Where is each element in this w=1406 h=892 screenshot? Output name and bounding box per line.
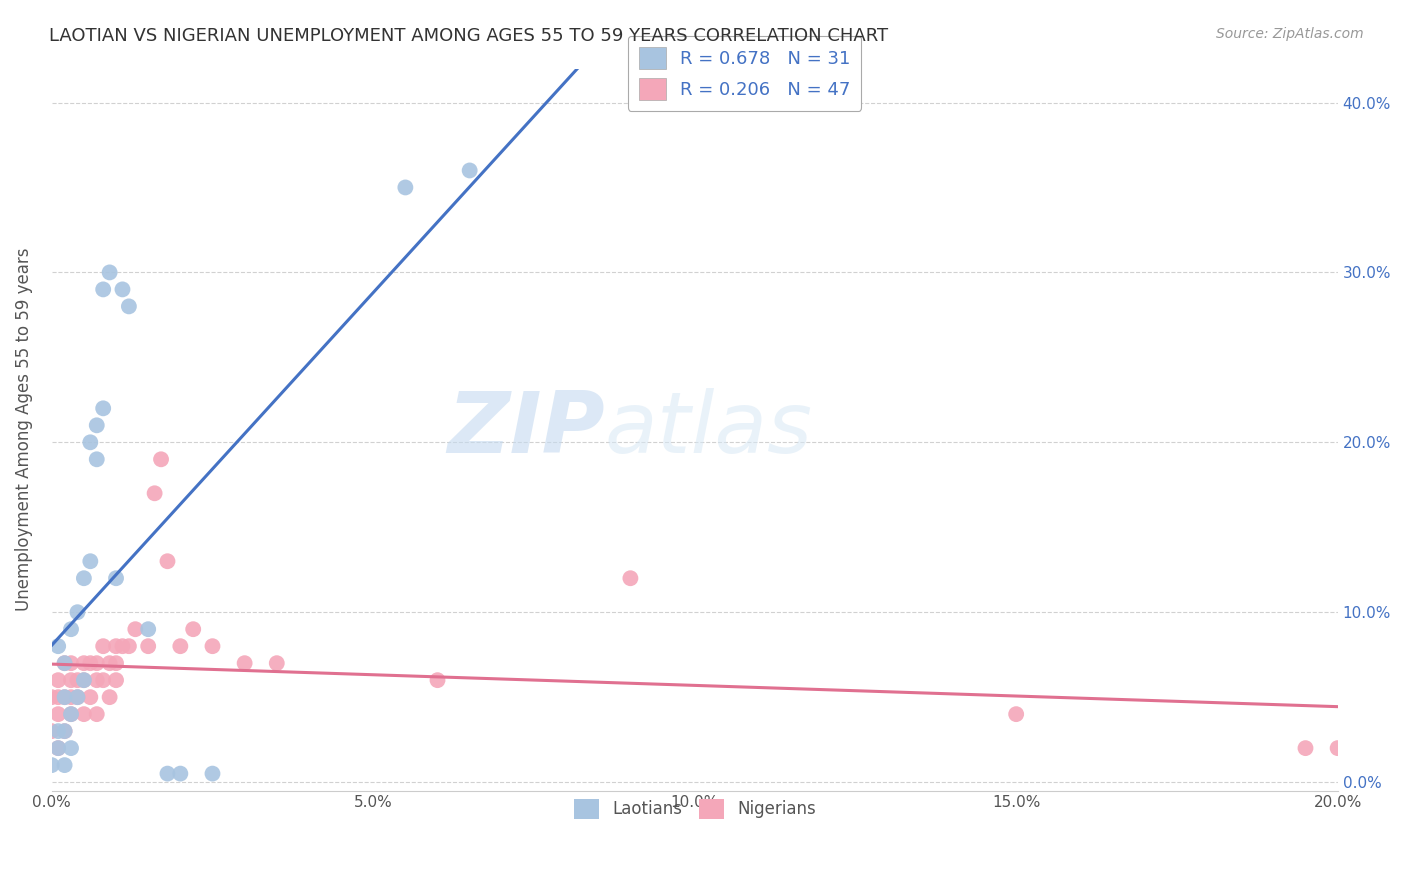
Point [201, 766, 224, 780]
Point [41, 690, 63, 705]
Point [105, 639, 128, 653]
Point [53, 724, 76, 739]
Point [86, 707, 108, 722]
Point [111, 639, 134, 653]
Point [136, 622, 159, 636]
Point [111, 282, 134, 296]
Point [79, 435, 101, 450]
Legend: Laotians, Nigerians: Laotians, Nigerians [567, 792, 823, 826]
Point [46, 741, 69, 756]
Point [105, 673, 128, 688]
Point [98, 690, 121, 705]
Point [1295, 741, 1317, 756]
Point [266, 656, 288, 670]
Point [156, 766, 179, 780]
Text: Source: ZipAtlas.com: Source: ZipAtlas.com [1216, 27, 1364, 41]
Point [60, 707, 83, 722]
Point [53, 656, 76, 670]
Point [66, 673, 89, 688]
Point [66, 690, 89, 705]
Point [46, 707, 69, 722]
Point [60, 741, 83, 756]
Point [136, 639, 159, 653]
Point [53, 690, 76, 705]
Point [60, 622, 83, 636]
Point [86, 673, 108, 688]
Point [156, 554, 179, 568]
Point [46, 690, 69, 705]
Point [1326, 741, 1348, 756]
Point [105, 571, 128, 585]
Point [118, 299, 141, 313]
Point [73, 673, 96, 688]
Point [150, 452, 173, 467]
Point [60, 690, 83, 705]
Point [118, 639, 141, 653]
Point [458, 163, 481, 178]
Point [46, 724, 69, 739]
Point [53, 724, 76, 739]
Point [98, 656, 121, 670]
Point [233, 656, 256, 670]
Point [201, 639, 224, 653]
Point [53, 758, 76, 772]
Point [79, 554, 101, 568]
Point [79, 690, 101, 705]
Text: ZIP: ZIP [447, 388, 605, 471]
Point [73, 707, 96, 722]
Point [181, 622, 204, 636]
Point [60, 656, 83, 670]
Point [426, 673, 449, 688]
Point [86, 452, 108, 467]
Point [53, 690, 76, 705]
Point [66, 690, 89, 705]
Point [169, 766, 191, 780]
Point [143, 486, 166, 500]
Point [41, 724, 63, 739]
Point [98, 265, 121, 279]
Point [60, 707, 83, 722]
Point [91, 282, 114, 296]
Point [60, 673, 83, 688]
Point [46, 673, 69, 688]
Point [91, 673, 114, 688]
Point [79, 656, 101, 670]
Point [46, 639, 69, 653]
Point [73, 571, 96, 585]
Point [169, 639, 191, 653]
Point [124, 622, 146, 636]
Point [86, 656, 108, 670]
Point [41, 758, 63, 772]
Point [46, 741, 69, 756]
Point [105, 656, 128, 670]
Point [394, 180, 416, 194]
Y-axis label: Unemployment Among Ages 55 to 59 years: Unemployment Among Ages 55 to 59 years [15, 248, 32, 611]
Point [619, 571, 641, 585]
Point [73, 673, 96, 688]
Point [1005, 707, 1028, 722]
Point [86, 418, 108, 433]
Point [53, 656, 76, 670]
Point [91, 401, 114, 416]
Text: atlas: atlas [605, 388, 813, 471]
Point [73, 656, 96, 670]
Point [91, 639, 114, 653]
Point [66, 605, 89, 619]
Text: LAOTIAN VS NIGERIAN UNEMPLOYMENT AMONG AGES 55 TO 59 YEARS CORRELATION CHART: LAOTIAN VS NIGERIAN UNEMPLOYMENT AMONG A… [49, 27, 889, 45]
